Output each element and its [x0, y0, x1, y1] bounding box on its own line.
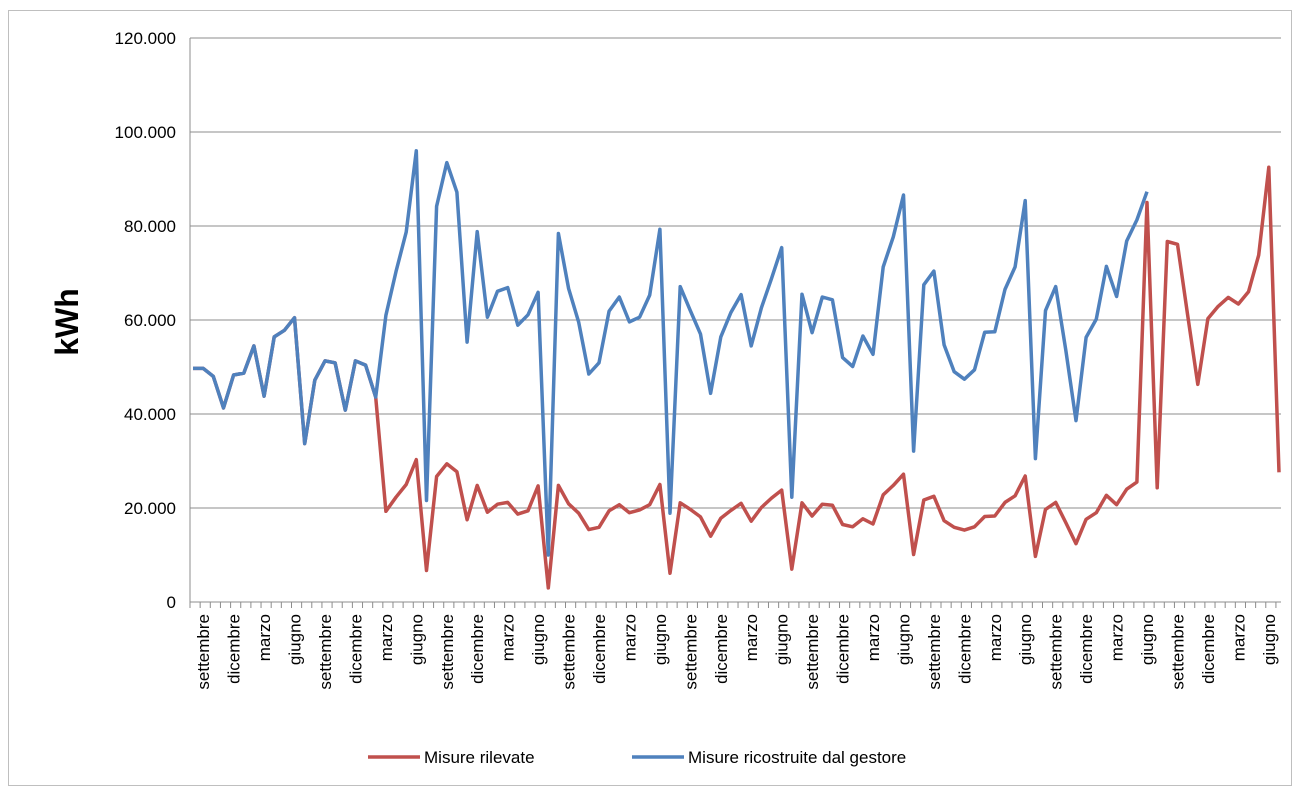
- x-tick-label: settembre: [803, 614, 822, 690]
- y-tick-label: 80.000: [124, 217, 176, 236]
- x-tick-label: marzo: [499, 614, 518, 661]
- y-tick-label: 60.000: [124, 311, 176, 330]
- x-tick-label: settembre: [1169, 614, 1188, 690]
- x-tick-label: settembre: [1047, 614, 1066, 690]
- x-tick-label: dicembre: [1199, 614, 1218, 684]
- x-tick-label: settembre: [438, 614, 457, 690]
- x-tick-label: marzo: [742, 614, 761, 661]
- x-tick-label: dicembre: [955, 614, 974, 684]
- y-tick-labels: 0 20.000 40.000 60.000 80.000 100.000 120.000: [115, 29, 176, 612]
- x-tick-label: marzo: [377, 614, 396, 661]
- x-tick-label: settembre: [316, 614, 335, 690]
- x-tick-label: settembre: [560, 614, 579, 690]
- x-tick-label: marzo: [986, 614, 1005, 661]
- x-tick-label: giugno: [286, 614, 305, 665]
- x-tick-label: giugno: [895, 614, 914, 665]
- x-tick-label: dicembre: [346, 614, 365, 684]
- gridlines: [190, 37, 1281, 509]
- x-tick-label: dicembre: [468, 614, 487, 684]
- series-lines: [193, 149, 1281, 590]
- x-tick-label: marzo: [864, 614, 883, 661]
- series-line: [193, 149, 1149, 557]
- x-tick-label: giugno: [407, 614, 426, 665]
- x-tick-label: marzo: [255, 614, 274, 661]
- x-tick-label: giugno: [773, 614, 792, 665]
- x-tick-label: settembre: [681, 614, 700, 690]
- x-tick-labels: settembre dicembre marzo giugno settembre dic…: [194, 614, 1279, 690]
- y-tick-label: 100.000: [115, 123, 176, 142]
- x-tick-label: settembre: [194, 614, 213, 690]
- x-tick-label: dicembre: [834, 614, 853, 684]
- x-tick-label: dicembre: [225, 614, 244, 684]
- x-tick-label: giugno: [651, 614, 670, 665]
- x-tick-label: giugno: [1138, 614, 1157, 665]
- x-tick-label: dicembre: [712, 614, 731, 684]
- y-axis-label: kWh: [49, 288, 85, 356]
- x-tick-label: marzo: [1108, 614, 1127, 661]
- x-tick-label: marzo: [1229, 614, 1248, 661]
- x-tick-label: settembre: [925, 614, 944, 690]
- series-line: [193, 165, 1281, 590]
- legend-label: Misure ricostruite dal gestore: [688, 748, 906, 767]
- y-tick-label: 40.000: [124, 405, 176, 424]
- x-tick-label: marzo: [620, 614, 639, 661]
- x-tick-label: giugno: [1260, 614, 1279, 665]
- legend: Misure rilevate Misure ricostruite dal ge…: [368, 748, 906, 767]
- x-tick-label: giugno: [1016, 614, 1035, 665]
- y-tick-label: 20.000: [124, 499, 176, 518]
- y-tick-label: 0: [167, 593, 176, 612]
- x-tick-label: dicembre: [1077, 614, 1096, 684]
- x-tick-label: dicembre: [590, 614, 609, 684]
- y-tick-label: 120.000: [115, 29, 176, 48]
- axes: [189, 38, 1281, 608]
- x-tick-label: giugno: [529, 614, 548, 665]
- legend-label: Misure rilevate: [424, 748, 535, 767]
